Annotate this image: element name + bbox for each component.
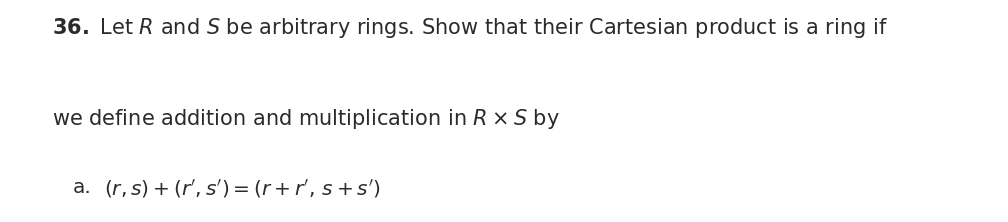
Text: $(r, s) + (r', s') = (r + r',\, s + s')$: $(r, s) + (r', s') = (r + r',\, s + s')$ <box>104 178 381 200</box>
Text: a.: a. <box>73 178 92 197</box>
Text: we define addition and multiplication in $R \times S$ by: we define addition and multiplication in… <box>52 107 560 131</box>
Text: $\bf{36.}$ Let $R$ and $S$ be arbitrary rings. Show that their Cartesian product: $\bf{36.}$ Let $R$ and $S$ be arbitrary … <box>52 16 888 40</box>
